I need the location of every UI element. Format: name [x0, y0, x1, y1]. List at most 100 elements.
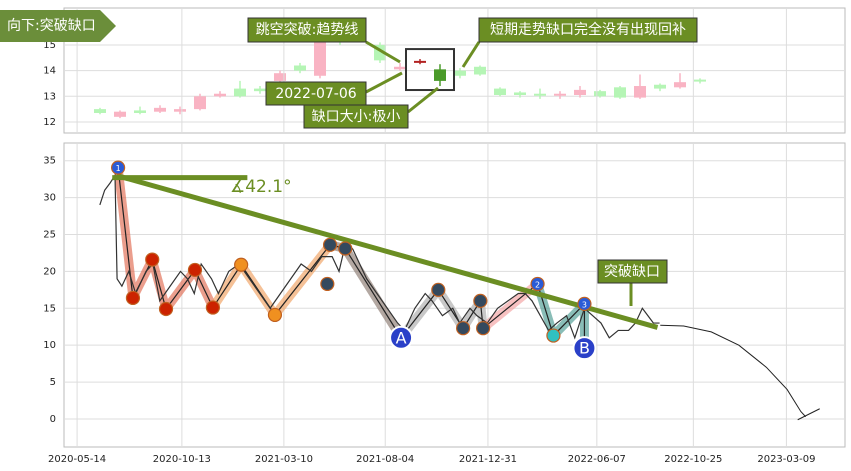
pivot — [158, 301, 174, 317]
candle-body — [614, 87, 626, 98]
candle-body — [634, 86, 646, 98]
pivot — [577, 296, 592, 311]
pivot — [322, 237, 338, 252]
y-tick-label: 12 — [43, 117, 56, 128]
x-tick-label: 2021-08-04 — [356, 454, 414, 465]
y-tick-label: 10 — [43, 340, 56, 351]
x-tick-label: 2021-03-10 — [255, 454, 313, 465]
candle-body — [134, 110, 146, 113]
price-line — [99, 173, 660, 340]
candle-body — [214, 93, 226, 97]
wave-line — [212, 244, 331, 316]
y-tick-label: 15 — [43, 40, 56, 51]
x-tick-label: 2022-10-25 — [664, 454, 722, 465]
y-tick-label: 25 — [43, 229, 56, 240]
pivot-label: 3 — [582, 300, 587, 309]
pivot-label: 1 — [116, 164, 121, 173]
candle-body — [574, 89, 586, 96]
x-tick-label: 2020-10-13 — [153, 454, 211, 465]
angle-label: ∡42.1° — [230, 177, 292, 197]
candle-body — [234, 88, 246, 97]
candle-body — [534, 93, 546, 96]
pivot — [530, 276, 545, 292]
callout-arrow — [365, 71, 403, 94]
pivot — [125, 290, 141, 306]
pivot — [205, 300, 220, 315]
x-tick-label: 2021-12-31 — [459, 454, 517, 465]
wave-line — [536, 283, 586, 349]
y-tick-label: 15 — [43, 303, 56, 314]
x-tick-label: 2023-03-09 — [757, 454, 815, 465]
callout-arrow — [365, 40, 401, 64]
callout-text: 短期走势缺口完全没有出现回补 — [490, 21, 686, 38]
pivot — [320, 276, 335, 292]
candle-body — [314, 39, 326, 76]
pivot — [234, 257, 249, 272]
annotation-layer: 向下:突破缺口 跳空突破:趋势线 短期走势缺口完全没有出现回补 2022-07-… — [0, 10, 698, 361]
gap-direction-flag — [0, 10, 116, 42]
candle-body — [254, 88, 266, 92]
y-tick-label: 5 — [50, 377, 56, 388]
gap-direction: 向下:突破缺口 — [7, 18, 96, 34]
callout-box — [478, 17, 698, 43]
candle-body — [274, 73, 286, 81]
candle-body — [174, 109, 186, 112]
candle-body — [194, 96, 206, 110]
pivot-label: 2 — [535, 280, 540, 289]
candle-body — [474, 66, 486, 75]
pivot-label: A — [396, 328, 407, 347]
plot-frame — [63, 142, 846, 448]
callout-box — [597, 259, 668, 284]
y-tick-label: 30 — [43, 193, 56, 204]
pivot — [267, 307, 283, 323]
candle-body — [94, 109, 106, 113]
projection — [660, 324, 807, 418]
callout-text: 缺口大小:极小 — [312, 109, 401, 125]
candle-body — [434, 69, 446, 81]
candle-body — [454, 70, 466, 76]
pivot — [476, 321, 491, 336]
y-tick-label: 13 — [43, 91, 56, 102]
y-tick-label: 20 — [43, 266, 56, 277]
projection-end — [797, 408, 820, 421]
pivot — [187, 262, 203, 278]
pivot — [546, 328, 561, 343]
x-tick-label: 2022-06-07 — [568, 454, 626, 465]
callout-arrow — [407, 86, 439, 114]
candle-body — [114, 111, 126, 117]
candle-body — [514, 92, 526, 96]
callout-text: 跳空突破:趋势线 — [256, 22, 359, 38]
candle-body — [394, 66, 406, 70]
candle-body — [674, 82, 686, 88]
callout-box — [303, 104, 409, 129]
candle-body — [154, 107, 166, 112]
gap-box — [405, 48, 455, 92]
pivot — [338, 241, 353, 256]
candle-body — [694, 79, 706, 82]
pivot — [389, 325, 414, 350]
callout-arrow — [461, 41, 481, 68]
pivot — [473, 293, 488, 309]
y-tick-label: 35 — [43, 156, 56, 167]
candle-body — [554, 93, 566, 96]
callout-text: 突破缺口 — [604, 264, 660, 280]
candle-body — [594, 91, 606, 97]
y-tick-label: 0 — [50, 414, 56, 425]
candle-body — [494, 88, 506, 96]
pivot — [111, 160, 126, 175]
candle-body — [414, 60, 426, 63]
pivot — [431, 282, 446, 297]
pivot-label: B — [579, 339, 590, 358]
candle-body — [654, 84, 666, 89]
callout-text: 2022-07-06 — [275, 86, 356, 102]
pivot — [572, 336, 597, 361]
pivot — [456, 321, 471, 336]
trendline — [115, 173, 659, 330]
x-tick-label: 2020-05-14 — [48, 454, 106, 465]
candle-body — [294, 65, 306, 71]
y-tick-label: 14 — [43, 66, 56, 77]
pivot — [145, 252, 160, 267]
callout-box — [247, 17, 367, 43]
